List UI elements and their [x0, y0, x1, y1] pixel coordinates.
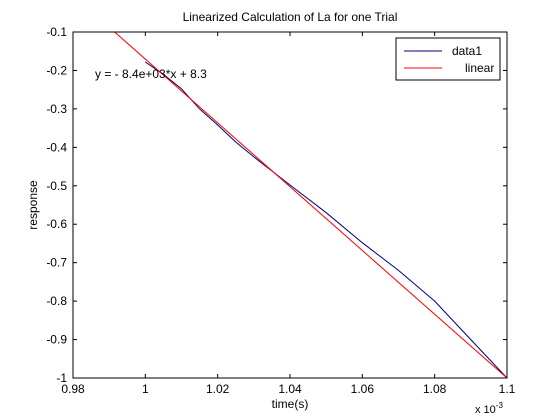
legend: data1 linear [396, 38, 500, 80]
x-tick-label-6: 1.1 [499, 382, 516, 396]
y-tick-label-6: -0.7 [46, 256, 67, 270]
y-tick-label-2: -0.3 [46, 102, 67, 116]
x-tick-label-2: 1.02 [206, 382, 230, 396]
y-tick-label-1: -0.2 [46, 63, 67, 77]
x-tick-label-4: 1.06 [351, 382, 375, 396]
legend-label-linear: linear [465, 61, 494, 75]
y-tick-label-9: -1 [56, 371, 67, 385]
plot-area [73, 32, 507, 378]
y-tick-label-0: -0.1 [46, 25, 67, 39]
x-multiplier-base: x 10 [475, 404, 496, 416]
x-tick-label-5: 1.08 [423, 382, 447, 396]
x-multiplier-exponent: -3 [496, 401, 504, 410]
y-tick-label-4: -0.5 [46, 179, 67, 193]
legend-label-data1: data1 [452, 44, 482, 58]
x-tick-label-3: 1.04 [278, 382, 302, 396]
chart-title: Linearized Calculation of La for one Tri… [183, 10, 398, 24]
y-tick-label-7: -0.8 [46, 294, 67, 308]
x-tick-label-1: 1 [142, 382, 149, 396]
fit-equation-annotation: y = - 8.4e+03*x + 8.3 [95, 67, 207, 81]
x-axis-label: time(s) [272, 397, 309, 411]
y-tick-label-5: -0.6 [46, 217, 67, 231]
y-axis-label: response [26, 180, 40, 230]
x-multiplier-label: x 10-3 [475, 401, 503, 416]
y-tick-label-8: -0.9 [46, 333, 67, 347]
y-tick-label-3: -0.4 [46, 140, 67, 154]
